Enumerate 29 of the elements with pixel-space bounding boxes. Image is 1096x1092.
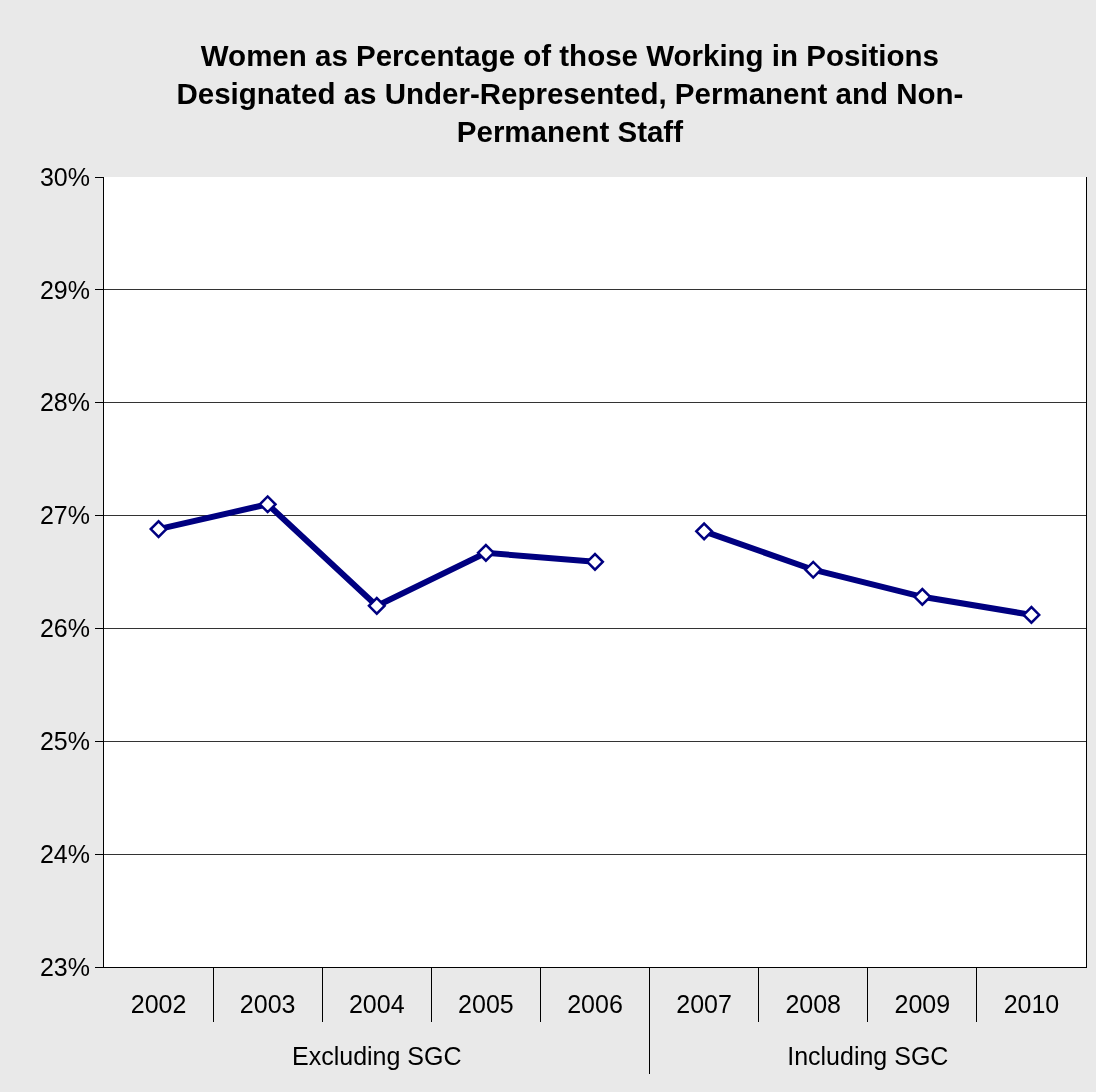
y-tick-label: 26% bbox=[39, 614, 90, 643]
point bbox=[258, 495, 277, 514]
x-tick-label: 2005 bbox=[458, 990, 514, 1018]
x-tick-label: 2002 bbox=[130, 990, 187, 1018]
point bbox=[1022, 605, 1041, 624]
point bbox=[149, 520, 168, 539]
y-tick-label: 23% bbox=[39, 952, 90, 981]
y-tick-label: 24% bbox=[39, 839, 90, 868]
text: Excluding SGC bbox=[292, 1042, 462, 1070]
x-tick-label: 2003 bbox=[239, 990, 296, 1018]
x-tick-label: 2006 bbox=[567, 990, 623, 1018]
point bbox=[695, 522, 714, 541]
point bbox=[476, 543, 495, 562]
x-tick-label: 2007 bbox=[676, 990, 732, 1018]
y-tick-label: 28% bbox=[39, 388, 90, 417]
x-tick-label: 2010 bbox=[1003, 990, 1060, 1018]
y-tick-label: 27% bbox=[39, 501, 90, 530]
point bbox=[913, 587, 932, 606]
y-tick-label: 29% bbox=[39, 275, 90, 304]
x-tick-label: 2008 bbox=[785, 990, 842, 1018]
text: Including SGC bbox=[787, 1042, 949, 1070]
point bbox=[585, 552, 605, 571]
x-tick-label: 2004 bbox=[348, 990, 405, 1018]
y-tick-label: 30% bbox=[39, 162, 90, 191]
x-tick-label: 2009 bbox=[894, 990, 951, 1018]
chart-title: Women as Percentage of those Working in Positions Designated as Under-Represented, Permanent and Non-Permanent Staff bbox=[176, 38, 964, 149]
y-tick-label: 25% bbox=[39, 727, 90, 756]
point bbox=[804, 560, 823, 579]
point bbox=[367, 596, 386, 615]
